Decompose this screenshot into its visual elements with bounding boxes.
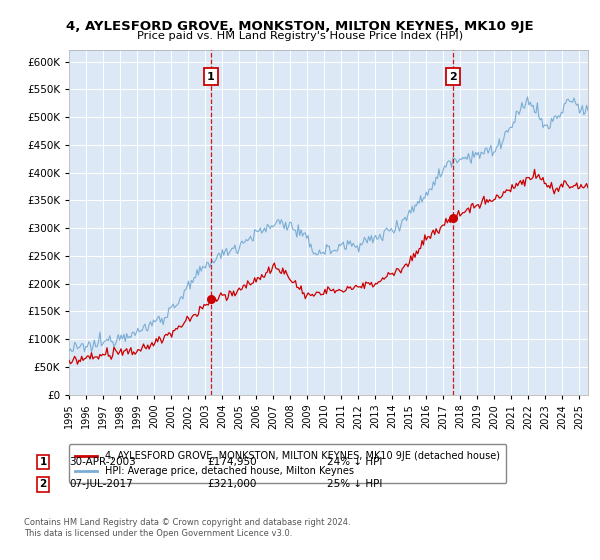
Text: Price paid vs. HM Land Registry's House Price Index (HPI): Price paid vs. HM Land Registry's House … (137, 31, 463, 41)
Text: £174,950: £174,950 (207, 457, 257, 467)
Text: 2: 2 (40, 479, 47, 489)
Text: £321,000: £321,000 (207, 479, 256, 489)
Text: 2: 2 (449, 72, 457, 82)
Legend: 4, AYLESFORD GROVE, MONKSTON, MILTON KEYNES, MK10 9JE (detached house), HPI: Ave: 4, AYLESFORD GROVE, MONKSTON, MILTON KEY… (68, 445, 506, 483)
Text: 25% ↓ HPI: 25% ↓ HPI (327, 479, 382, 489)
Text: 1: 1 (207, 72, 215, 82)
Text: 4, AYLESFORD GROVE, MONKSTON, MILTON KEYNES, MK10 9JE: 4, AYLESFORD GROVE, MONKSTON, MILTON KEY… (66, 20, 534, 32)
Text: 30-APR-2003: 30-APR-2003 (69, 457, 136, 467)
Text: 24% ↓ HPI: 24% ↓ HPI (327, 457, 382, 467)
Text: 07-JUL-2017: 07-JUL-2017 (69, 479, 133, 489)
Text: 1: 1 (40, 457, 47, 467)
Text: Contains HM Land Registry data © Crown copyright and database right 2024.
This d: Contains HM Land Registry data © Crown c… (24, 518, 350, 538)
